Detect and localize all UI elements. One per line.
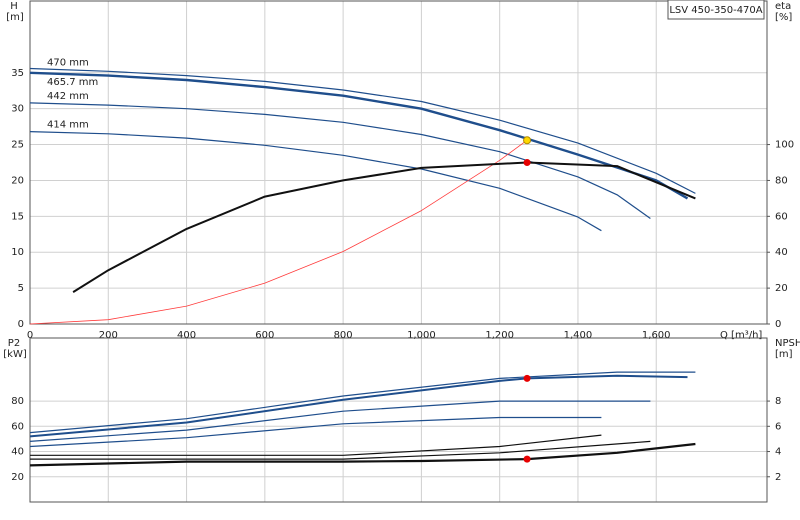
operating-point (523, 374, 531, 382)
curve (29, 102, 651, 219)
y-axis-label: P2 (8, 338, 20, 349)
y-tick-label: 0 (18, 319, 24, 330)
y2-axis-unit: [m] (775, 349, 793, 360)
model-box (667, 0, 765, 20)
y2-axis-label: eta (775, 1, 791, 12)
curve-label: 414 mm (47, 120, 89, 131)
curve (29, 374, 688, 438)
y-tick-label: 10 (11, 247, 24, 258)
y2-tick-label: 4 (775, 447, 781, 458)
curve-label: 470 mm (47, 57, 89, 68)
y2-tick-label: 20 (775, 283, 788, 294)
curve (29, 400, 651, 442)
x-tick-label: 800 (334, 330, 353, 341)
y-tick-label: 30 (11, 104, 24, 115)
x-tick-label: 0 (27, 330, 33, 341)
y-axis-unit: [kW] (3, 349, 27, 360)
x-tick-label: 400 (177, 330, 196, 341)
y2-tick-label: 100 (775, 140, 794, 151)
y-tick-label: 20 (11, 472, 24, 483)
y-tick-label: 25 (11, 140, 24, 151)
y2-tick-label: 60 (775, 211, 788, 222)
curve (29, 139, 528, 325)
x-tick-label: 1,200 (485, 330, 514, 341)
x-tick-label: 1,400 (564, 330, 593, 341)
operating-point (523, 159, 531, 166)
curve (30, 440, 651, 460)
curve (72, 161, 696, 293)
operating-point (523, 455, 531, 463)
curve (29, 416, 602, 448)
plot-frame (29, 337, 768, 503)
y2-tick-label: 80 (775, 175, 788, 186)
curve-label: 442 mm (47, 91, 89, 102)
y-tick-label: 35 (11, 68, 24, 79)
plot-frame (29, 0, 768, 325)
curve (29, 67, 696, 194)
y-axis-unit: [m] (6, 12, 24, 23)
y-tick-label: 20 (11, 175, 24, 186)
y-tick-label: 5 (18, 283, 24, 294)
curve-label: 465.7 mm (47, 77, 98, 88)
curve (29, 442, 696, 467)
operating-point (523, 136, 532, 145)
y2-axis-unit: [%] (775, 12, 792, 23)
x-axis-label: Q [m³/h] (720, 330, 762, 341)
y2-tick-label: 8 (775, 396, 781, 407)
y-tick-label: 60 (11, 421, 24, 432)
x-tick-label: 200 (99, 330, 118, 341)
curve (30, 434, 602, 456)
y2-tick-label: 2 (775, 472, 781, 483)
y-tick-label: 80 (11, 396, 24, 407)
x-tick-label: 1,600 (642, 330, 671, 341)
y2-axis-label: NPSH (775, 338, 800, 349)
model-label: LSV 450-350-470A (669, 5, 762, 16)
y-axis-label: H (10, 1, 18, 12)
curve (29, 371, 696, 434)
y2-tick-label: 40 (775, 247, 788, 258)
curve (29, 71, 689, 200)
x-tick-label: 1,000 (407, 330, 436, 341)
y-tick-label: 15 (11, 211, 24, 222)
curve (29, 131, 602, 232)
x-tick-label: 600 (255, 330, 274, 341)
y2-tick-label: 0 (775, 319, 781, 330)
y-tick-label: 40 (11, 447, 24, 458)
y2-tick-label: 6 (775, 421, 781, 432)
